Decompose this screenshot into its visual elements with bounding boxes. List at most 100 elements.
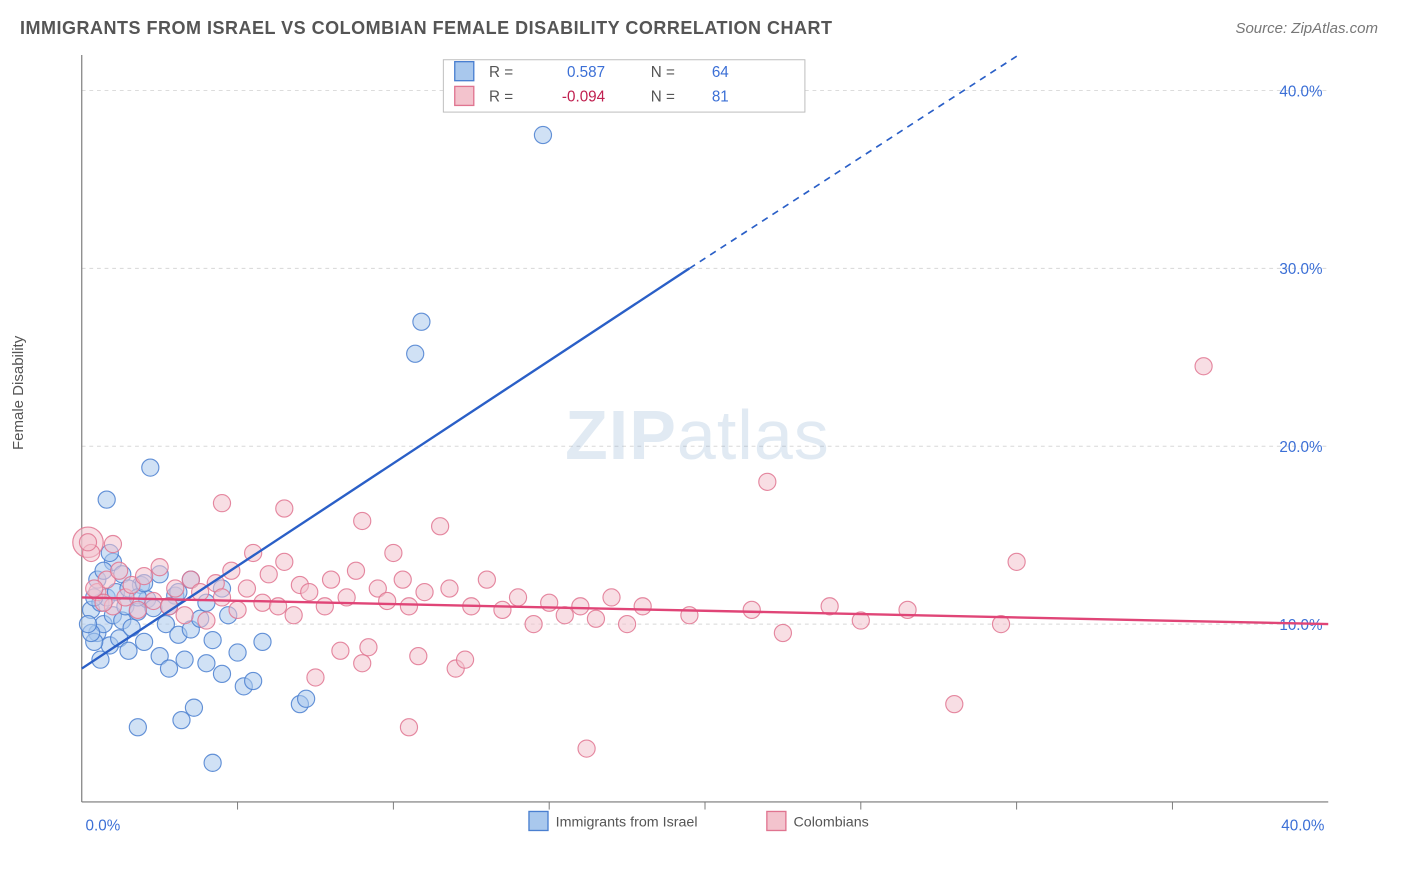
data-point: [410, 648, 427, 665]
chart-title: IMMIGRANTS FROM ISRAEL VS COLOMBIAN FEMA…: [20, 18, 833, 39]
data-point: [432, 518, 449, 535]
bottom-legend-swatch: [529, 811, 548, 830]
data-point: [260, 566, 277, 583]
data-point: [276, 500, 293, 517]
data-point: [245, 672, 262, 689]
data-point: [400, 719, 417, 736]
y-tick-label: 40.0%: [1279, 83, 1322, 100]
data-point: [407, 345, 424, 362]
data-point: [198, 612, 215, 629]
stats-legend-box: R = 0.587 N = 64 R = -0.094 N = 81: [443, 60, 805, 112]
data-point: [354, 512, 371, 529]
stat-r-value: 0.587: [567, 64, 605, 81]
data-point: [204, 754, 221, 771]
data-point: [354, 655, 371, 672]
data-point: [123, 619, 140, 636]
stat-n-value: 64: [712, 64, 729, 81]
data-point: [759, 473, 776, 490]
stat-r-label: R =: [489, 64, 513, 81]
legend-swatch: [455, 86, 474, 105]
data-point: [509, 589, 526, 606]
data-point: [104, 536, 121, 553]
data-point: [379, 592, 396, 609]
stat-n-label: N =: [651, 89, 675, 106]
stat-r-label: R =: [489, 89, 513, 106]
data-point: [285, 607, 302, 624]
data-point: [307, 669, 324, 686]
data-point: [213, 589, 230, 606]
data-point: [578, 740, 595, 757]
data-point: [79, 616, 96, 633]
data-point: [213, 495, 230, 512]
data-point: [634, 598, 651, 615]
data-point: [136, 568, 153, 585]
data-point: [774, 624, 791, 641]
data-point: [160, 660, 177, 677]
data-point: [198, 655, 215, 672]
legend-swatch: [455, 62, 474, 81]
stat-r-value: -0.094: [562, 89, 606, 106]
data-point: [494, 601, 511, 618]
data-point: [129, 719, 146, 736]
data-point: [185, 699, 202, 716]
y-tick-label: 10.0%: [1279, 617, 1322, 634]
data-point: [416, 584, 433, 601]
data-point: [111, 562, 128, 579]
bottom-legend-swatch: [767, 811, 786, 830]
data-point: [394, 571, 411, 588]
stat-n-value: 81: [712, 89, 729, 106]
data-point: [572, 598, 589, 615]
data-point: [238, 580, 255, 597]
data-point: [204, 632, 221, 649]
data-point: [79, 534, 96, 551]
y-tick-label: 30.0%: [1279, 261, 1322, 278]
data-point: [743, 601, 760, 618]
data-point: [298, 690, 315, 707]
data-point: [145, 592, 162, 609]
data-point: [229, 601, 246, 618]
data-point: [946, 696, 963, 713]
data-point: [541, 594, 558, 611]
data-point: [587, 610, 604, 627]
data-point: [556, 607, 573, 624]
data-point: [254, 594, 271, 611]
data-point: [213, 665, 230, 682]
data-point: [603, 589, 620, 606]
data-point: [142, 459, 159, 476]
data-point: [301, 584, 318, 601]
bottom-legend-label: Colombians: [793, 815, 868, 831]
correlation-scatter-chart: 10.0% 20.0% 30.0% 40.0% 0.0% 40.0% R = 0.587 N =…: [50, 55, 1360, 840]
data-point: [1008, 553, 1025, 570]
data-point: [347, 562, 364, 579]
data-point: [316, 598, 333, 615]
data-point: [441, 580, 458, 597]
bottom-legend-label: Immigrants from Israel: [556, 815, 698, 831]
data-point: [167, 580, 184, 597]
data-point: [1195, 358, 1212, 375]
stat-n-label: N =: [651, 64, 675, 81]
source-attribution: Source: ZipAtlas.com: [1235, 20, 1378, 37]
data-point: [385, 544, 402, 561]
x-tick-label: 40.0%: [1281, 817, 1324, 834]
data-point: [413, 313, 430, 330]
y-axis-label: Female Disability: [10, 336, 27, 450]
data-point: [176, 607, 193, 624]
data-point: [360, 639, 377, 656]
data-point: [478, 571, 495, 588]
data-point: [534, 126, 551, 143]
data-point: [276, 553, 293, 570]
x-tick-label: 0.0%: [86, 817, 121, 834]
y-tick-label: 20.0%: [1279, 439, 1322, 456]
data-point: [322, 571, 339, 588]
data-point: [456, 651, 473, 668]
data-point: [129, 601, 146, 618]
data-point: [254, 633, 271, 650]
data-point: [176, 651, 193, 668]
data-point: [619, 616, 636, 633]
data-point: [136, 633, 153, 650]
data-point: [229, 644, 246, 661]
data-point: [400, 598, 417, 615]
data-point: [151, 559, 168, 576]
series-colombians: [73, 358, 1212, 757]
data-point: [525, 616, 542, 633]
